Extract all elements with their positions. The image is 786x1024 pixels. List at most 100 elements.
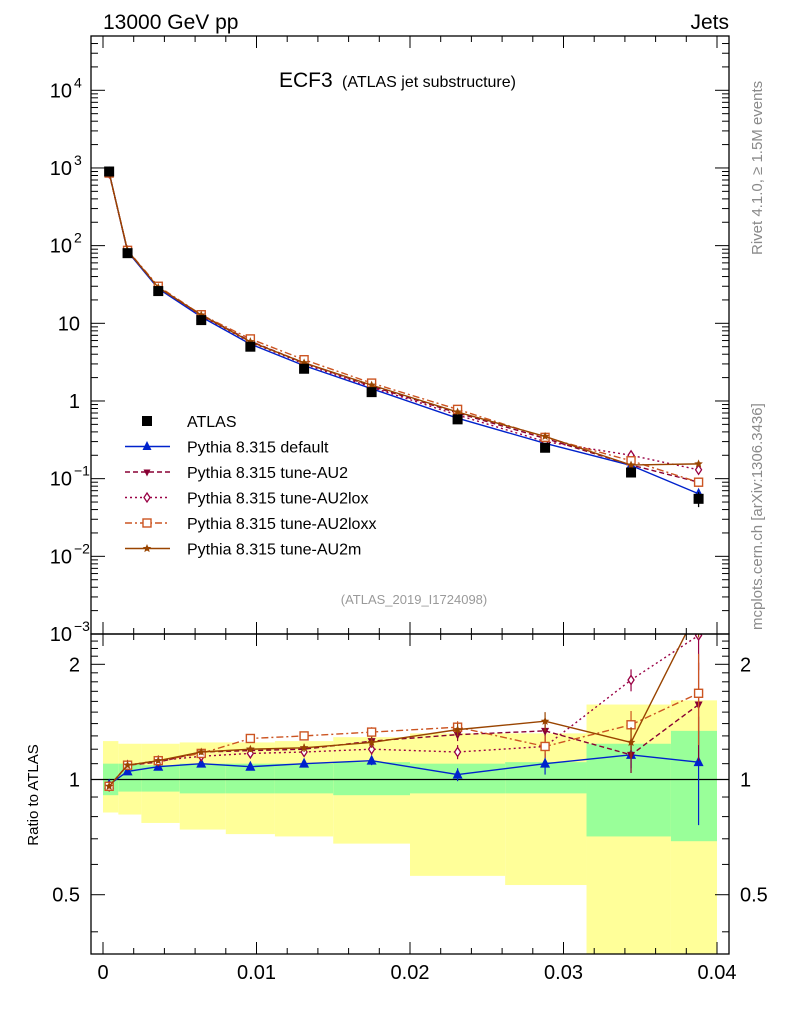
ratio-point-tune-AU2m: [694, 604, 703, 612]
legend-label-tune-AU2lox: Pythia 8.315 tune-AU2lox: [187, 491, 368, 508]
main-line-tune-AU2loxx: [108, 172, 699, 483]
main-point-tune-AU2lox: [694, 464, 703, 476]
main-point-tune-AU2m: [453, 407, 462, 416]
legend-label-default: Pythia 8.315 default: [187, 440, 329, 457]
inner-band-bin: [670, 730, 717, 842]
ratio-ylabel: Ratio to ATLAS: [25, 744, 42, 845]
analysis-id: (ATLAS_2019_I1724098): [341, 592, 487, 607]
main-y-tick-label: 10: [50, 546, 72, 568]
legend-marker-tune-AU2loxx: [142, 518, 152, 528]
atlas-point: [153, 286, 164, 297]
legend-marker-default: [142, 441, 152, 450]
ratio-y-tick-label-left: 0.5: [52, 885, 80, 907]
main-y-tick-exponent: 4: [74, 74, 82, 90]
inner-band-bin: [274, 763, 334, 794]
energy-label: 13000 GeV pp: [103, 11, 238, 34]
x-tick-label: 0.01: [237, 962, 276, 984]
ratio-point-tune-AU2m: [123, 760, 132, 769]
ratio-point-default: [245, 760, 256, 771]
inner-band-bin: [586, 743, 671, 837]
ratio-y-tick-label-right: 1: [740, 770, 751, 792]
atlas-point: [693, 493, 704, 504]
main-point-tune-AU2m: [367, 380, 376, 389]
atlas-point: [452, 414, 463, 425]
ratio-point-default: [540, 757, 551, 768]
main-y-tick-exponent: −3: [74, 618, 90, 634]
ratio-point-default: [299, 757, 310, 768]
ratio-point-tune-AU2m: [153, 756, 163, 765]
main-y-tick-label: 10: [58, 313, 80, 335]
ratio-point-tune-AU2loxx: [245, 733, 256, 744]
ratio-series-layer: [104, 604, 704, 826]
ratio-point-tune-AU2loxx: [299, 731, 309, 741]
x-tick-label: 0.02: [391, 962, 430, 984]
x-tick-label: 0.03: [544, 962, 583, 984]
main-point-tune-AU2loxx: [693, 477, 704, 487]
main-series-layer: [104, 166, 704, 508]
ratio-point-tune-AU2loxx: [540, 741, 550, 752]
mcplots-label: mcplots.cern.ch [arXiv:1306.3436]: [749, 403, 766, 630]
main-line-tune-AU2: [108, 172, 699, 483]
main-y-tick-exponent: 2: [74, 230, 82, 246]
ratio-point-tune-AU2m: [196, 747, 206, 756]
ratio-y-tick-label-right: 2: [740, 654, 751, 676]
main-y-tick-label: 1: [69, 391, 80, 413]
main-y-tick-exponent: −1: [74, 463, 90, 479]
main-y-tick-label: 10: [50, 80, 72, 102]
atlas-point: [366, 387, 377, 398]
legend-marker-tune-AU2m: [142, 544, 152, 553]
ratio-point-tune-AU2m: [453, 725, 462, 734]
main-y-tick-label: 10: [50, 158, 72, 180]
ratio-point-tune-AU2lox: [367, 743, 376, 755]
x-tick-label: 0.04: [698, 962, 737, 984]
main-y-tick-label: 10: [50, 469, 72, 491]
main-y-tick-label: 10: [50, 236, 72, 258]
atlas-point: [245, 341, 256, 352]
legend-marker-ATLAS: [142, 416, 152, 426]
process-label: Jets: [690, 11, 729, 34]
main-y-tick-exponent: 3: [74, 152, 82, 168]
main-y-tick-exponent: −2: [74, 540, 90, 556]
atlas-point: [540, 442, 551, 453]
atlas-point: [299, 363, 310, 374]
main-point-tune-AU2m: [540, 431, 550, 441]
ratio-point-tune-AU2loxx: [693, 688, 704, 698]
ratio-point-default: [196, 757, 207, 768]
legend: ATLAS Pythia 8.315 default Pythia 8.315 tu…: [125, 414, 376, 559]
ratio-line-tune-AU2: [108, 703, 699, 787]
ratio-point-tune-AU2m: [540, 716, 550, 725]
main-point-tune-AU2m: [626, 460, 636, 469]
ratio-point-default: [452, 768, 463, 779]
ratio-point-tune-AU2loxx: [366, 727, 377, 737]
ratio-point-tune-AU2m: [626, 737, 636, 747]
rivet-version-label: Rivet 4.1.0, ≥ 1.5M events: [749, 81, 766, 255]
ratio-point-tune-AU2lox: [627, 674, 635, 686]
ratio-point-default: [693, 756, 704, 767]
atlas-point: [626, 467, 637, 478]
atlas-point: [196, 315, 207, 326]
ratio-y-tick-label-right: 0.5: [740, 885, 768, 907]
ratio-point-tune-AU2m: [246, 744, 255, 753]
legend-label-tune-AU2: Pythia 8.315 tune-AU2: [187, 465, 348, 482]
ratio-point-tune-AU2m: [299, 743, 309, 752]
ratio-point-default: [366, 754, 377, 765]
legend-label-tune-AU2loxx: Pythia 8.315 tune-AU2loxx: [187, 516, 376, 533]
atlas-point: [122, 248, 133, 259]
ratio-point-tune-AU2lox: [453, 746, 462, 758]
main-y-tick-label: 10: [50, 624, 72, 646]
atlas-point: [104, 166, 115, 177]
ratio-point-tune-AU2: [541, 727, 550, 736]
inner-band-bin: [179, 763, 226, 794]
ratio-y-tick-label-left: 2: [69, 654, 80, 676]
outer-band-bin: [505, 733, 587, 886]
legend-label-ATLAS: ATLAS: [187, 414, 237, 431]
ratio-point-tune-AU2m: [104, 781, 114, 790]
plot-title: ECF3: [279, 69, 333, 92]
legend-marker-tune-AU2lox: [143, 491, 151, 504]
ratio-y-tick-label-left: 1: [69, 770, 80, 792]
main-point-tune-AU2m: [694, 459, 703, 468]
legend-label-tune-AU2m: Pythia 8.315 tune-AU2m: [187, 542, 361, 559]
